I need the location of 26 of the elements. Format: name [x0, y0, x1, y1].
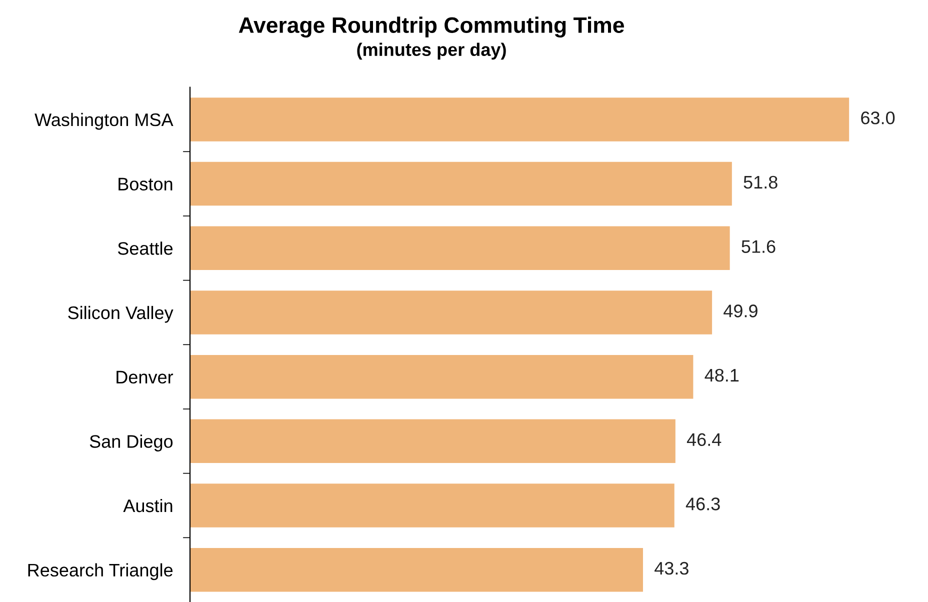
y-tick-label: Research Triangle	[28, 563, 173, 580]
y-tick-label: Washington MSA	[34, 112, 174, 130]
data-label: 51.6	[742, 240, 776, 253]
y-tick-label: Austin	[123, 498, 172, 512]
data-label: 51.8	[744, 176, 778, 189]
chart-subtitle: (minutes per day)	[357, 42, 506, 60]
bar	[190, 548, 643, 592]
data-label: 46.4	[686, 433, 722, 446]
data-label: 46.3	[686, 498, 720, 510]
data-label: 49.9	[724, 304, 758, 318]
bar	[190, 484, 674, 528]
bar	[190, 290, 712, 334]
chart-title: Average Roundtrip Commuting Time	[238, 16, 624, 38]
bar	[190, 98, 850, 142]
y-tick-label: Denver	[116, 370, 174, 384]
y-tick-label: Silicon Valley	[68, 306, 174, 323]
data-label: 63.0	[861, 112, 895, 124]
bar	[190, 162, 732, 206]
bar	[190, 419, 676, 464]
y-tick-label: Seattle	[118, 242, 173, 255]
data-label: 43.3	[654, 562, 688, 575]
data-label: 48.1	[704, 368, 739, 382]
y-tick-label: San Diego	[90, 434, 173, 452]
y-tick-label: Boston	[118, 178, 172, 191]
bar	[190, 354, 694, 399]
bar	[190, 226, 730, 270]
